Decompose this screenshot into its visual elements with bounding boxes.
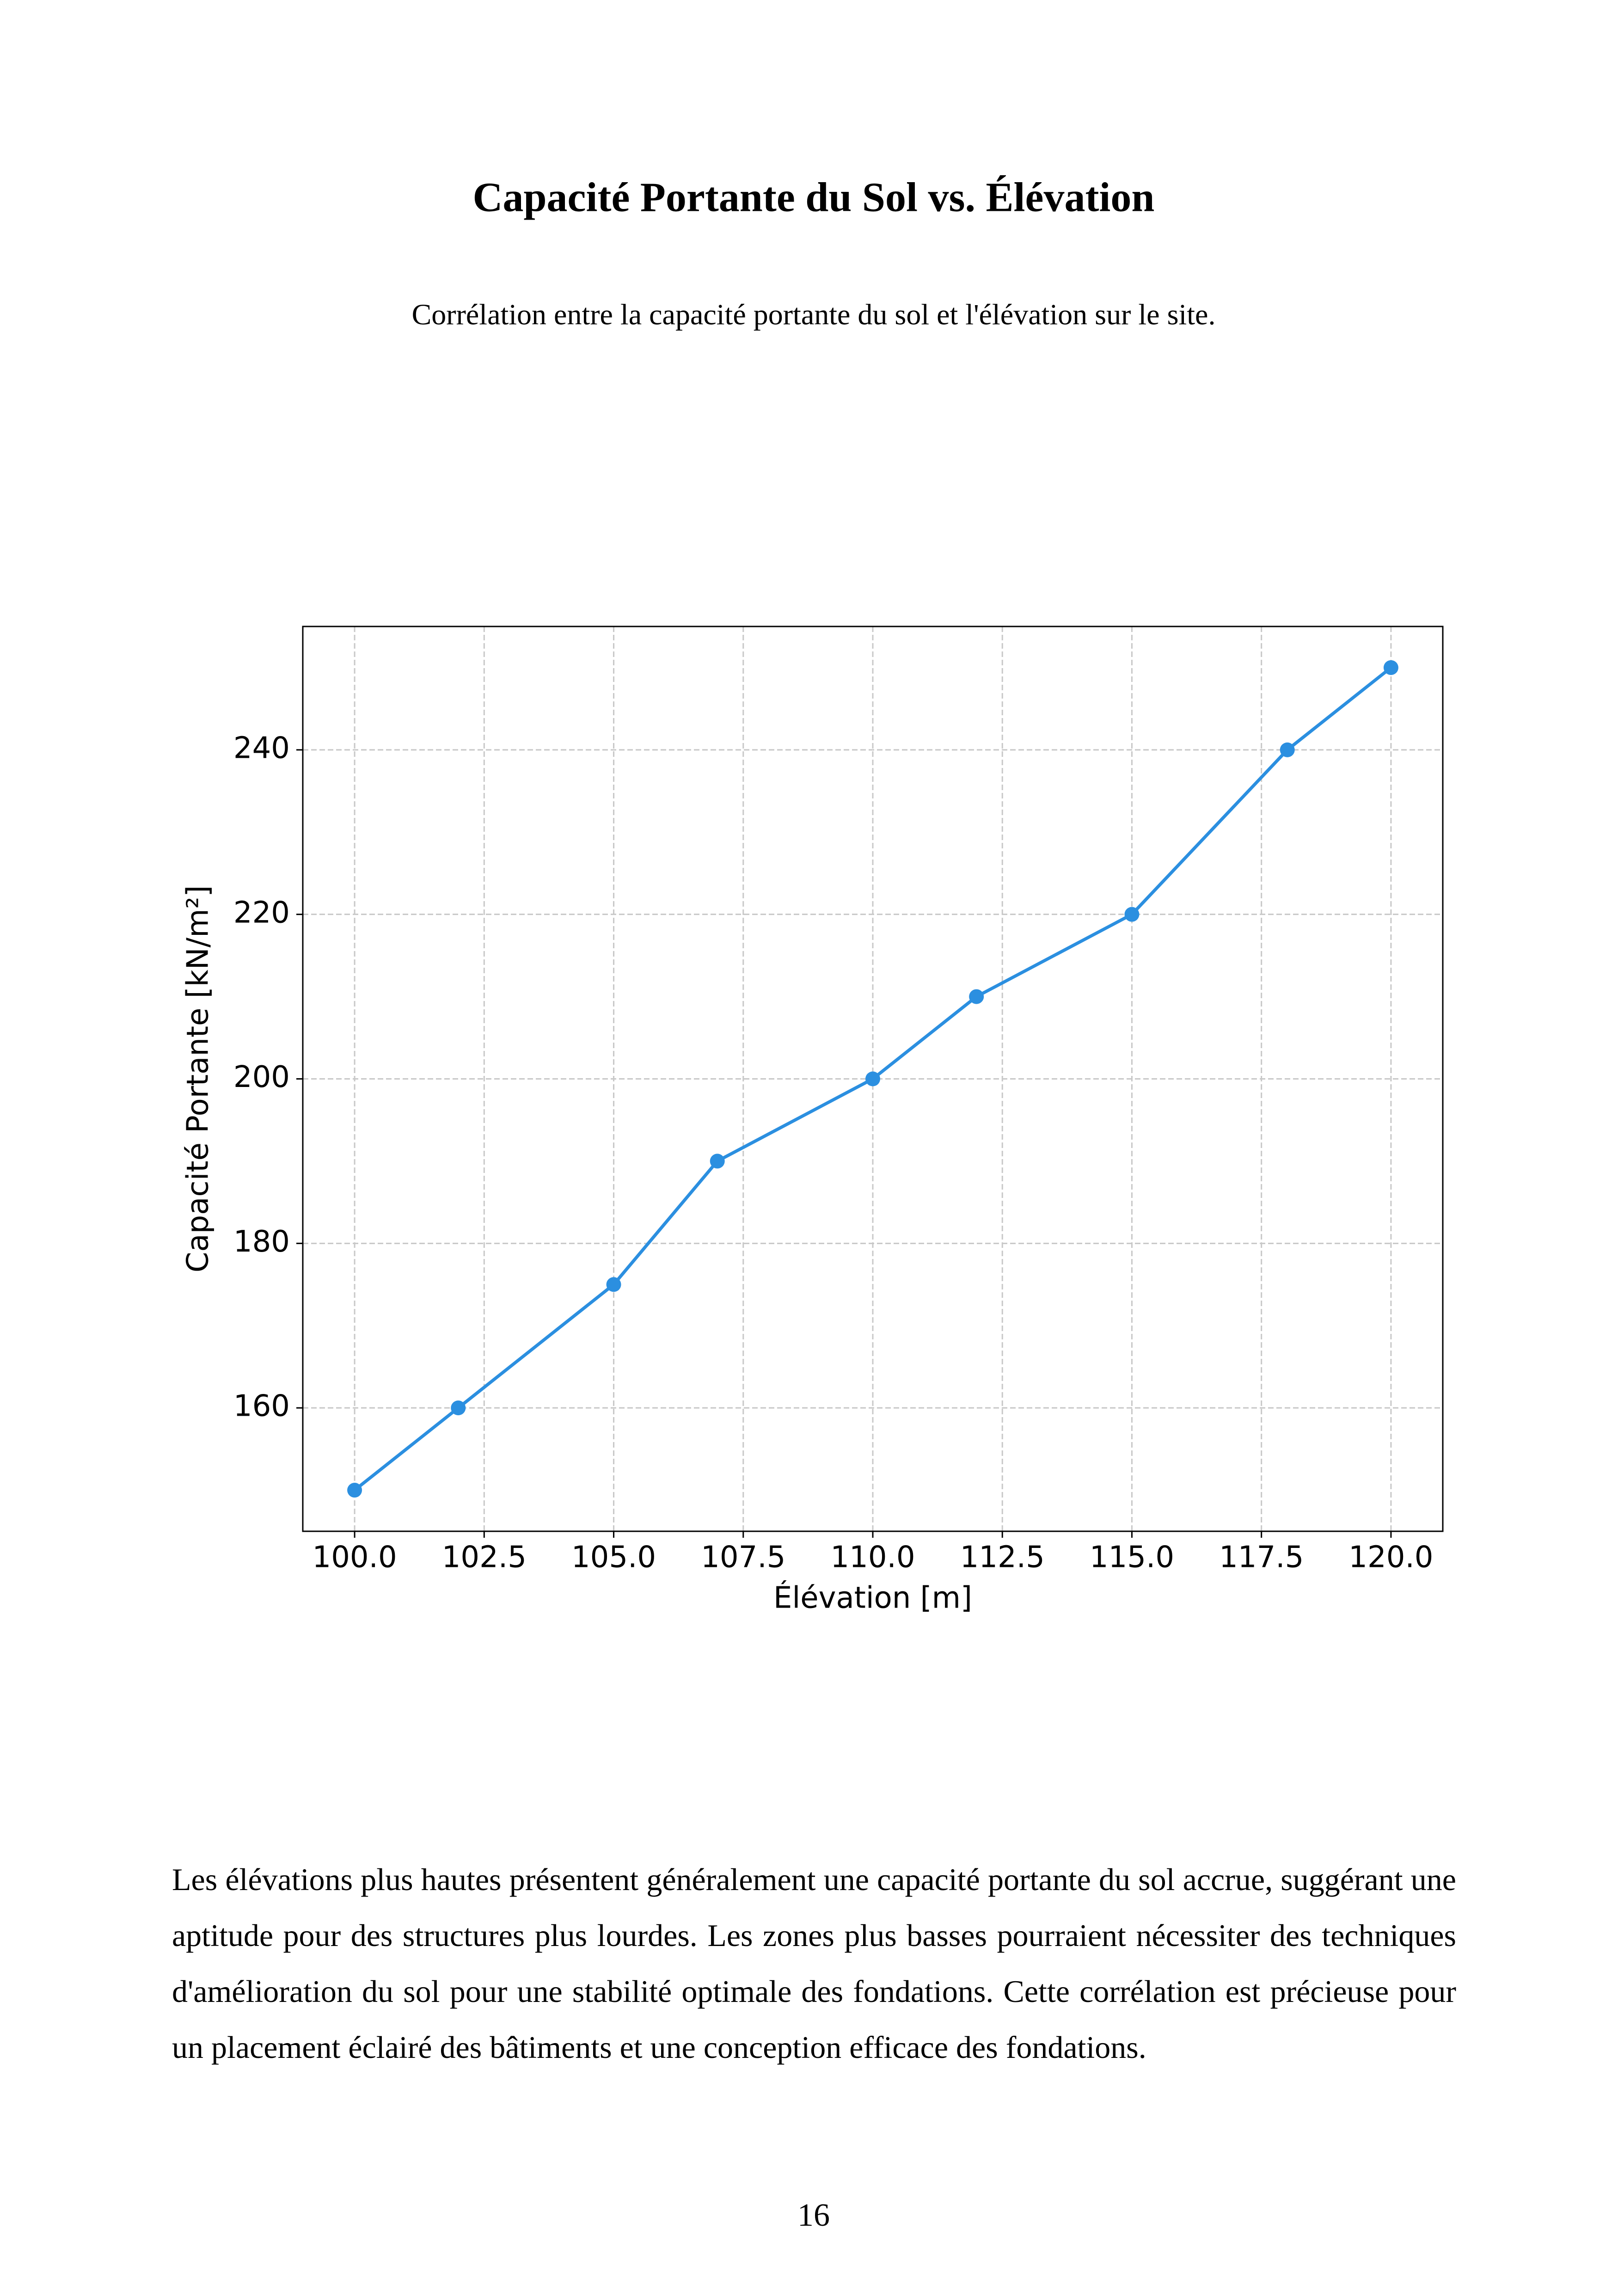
page-number: 16 <box>797 2198 830 2233</box>
paragraph: Les élévations plus hautes présentent gé… <box>172 1862 1456 2065</box>
data-point <box>710 1154 725 1169</box>
x-tick-label: 110.0 <box>830 1541 915 1575</box>
x-tick-label: 105.0 <box>571 1541 656 1575</box>
x-tick-label: 107.5 <box>701 1541 785 1575</box>
x-tick-label: 102.5 <box>442 1541 527 1575</box>
x-tick-label: 112.5 <box>960 1541 1045 1575</box>
x-tick-label: 100.0 <box>312 1541 397 1575</box>
y-tick-label: 160 <box>233 1389 290 1424</box>
x-axis-label: Élévation [m] <box>773 1580 972 1615</box>
y-tick-label: 200 <box>233 1060 290 1094</box>
data-point <box>606 1277 621 1292</box>
page-title: Capacité Portante du Sol vs. Élévation <box>473 175 1155 221</box>
plot-frame <box>302 626 1444 1532</box>
y-tick-label: 220 <box>233 896 290 930</box>
data-point <box>451 1400 466 1416</box>
y-tick-label: 180 <box>233 1225 290 1259</box>
x-tick-label: 115.0 <box>1090 1541 1174 1575</box>
data-point <box>1280 742 1295 757</box>
y-tick-label: 240 <box>233 731 290 765</box>
x-tick-label: 120.0 <box>1348 1541 1433 1575</box>
data-point <box>1124 907 1140 922</box>
y-axis-label: Capacité Portante [kN/m²] <box>181 885 215 1272</box>
data-point <box>865 1071 880 1087</box>
data-point <box>1383 660 1398 675</box>
data-point <box>347 1483 362 1498</box>
subtitle: Corrélation entre la capacité portante d… <box>412 298 1216 331</box>
data-point <box>969 989 984 1004</box>
x-tick-label: 117.5 <box>1219 1541 1304 1575</box>
